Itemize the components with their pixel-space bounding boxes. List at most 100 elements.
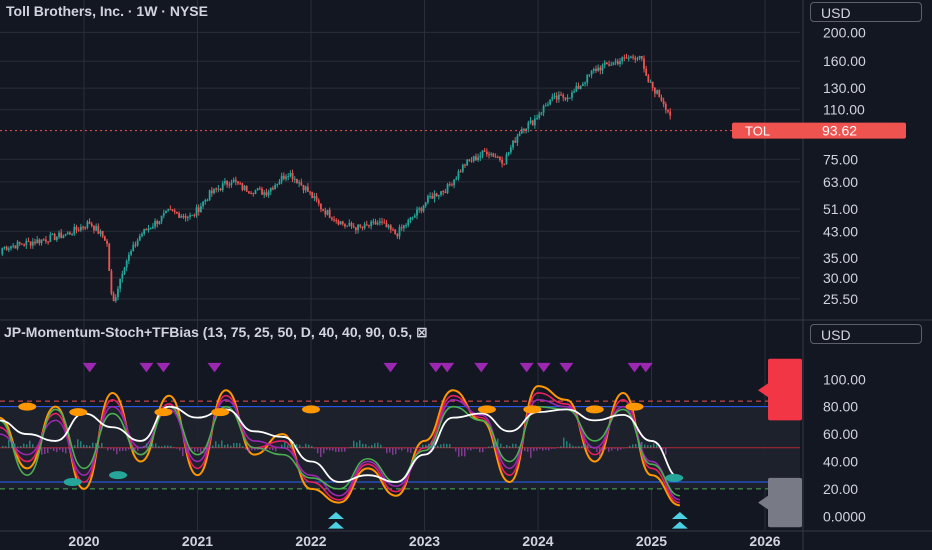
oscillator-line-3 — [0, 399, 681, 501]
candle-body — [488, 154, 490, 156]
candle-body — [145, 229, 148, 231]
histogram-bar — [341, 447, 343, 452]
histogram-bar — [248, 447, 250, 453]
price-tick-label: 35.00 — [823, 250, 858, 266]
candle-body — [138, 236, 141, 241]
candle-body — [182, 215, 185, 217]
histogram-bar — [188, 447, 190, 452]
histogram-bar — [32, 444, 34, 448]
last-price-symbol: TOL — [745, 124, 770, 139]
candle-body — [669, 111, 672, 116]
histogram-bar — [308, 444, 310, 448]
time-tick-label: 2020 — [68, 533, 99, 549]
histogram-bar — [542, 447, 544, 451]
histogram-bar — [275, 447, 277, 452]
candle-body — [45, 239, 47, 242]
candle-body — [296, 178, 298, 184]
candle-body — [392, 229, 394, 231]
candle-body — [547, 104, 549, 106]
candle-body — [394, 229, 397, 235]
candle-body — [553, 95, 556, 97]
candle-body — [206, 199, 209, 201]
candle-body — [660, 97, 663, 101]
time-tick-label: 2024 — [522, 533, 553, 549]
candle-body — [538, 114, 541, 118]
currency-button[interactable]: USD — [810, 2, 922, 22]
histogram-bar — [461, 447, 463, 457]
price-tick-label: 30.00 — [823, 270, 858, 286]
histogram-bar — [266, 447, 268, 450]
candle-body — [186, 216, 189, 218]
histogram-bar — [20, 445, 22, 448]
histogram-bar — [593, 447, 595, 449]
histogram-bar — [281, 444, 283, 448]
candle-body — [60, 232, 63, 239]
histogram-bar — [59, 447, 61, 451]
candle-body — [464, 164, 466, 166]
indicator-tick-label: 20.00 — [823, 481, 858, 497]
candle-body — [202, 201, 204, 207]
candle-body — [378, 221, 381, 224]
price-tick-label: 43.00 — [823, 223, 858, 239]
histogram-bar — [101, 442, 103, 448]
candle-body — [317, 200, 320, 204]
histogram-bar — [287, 444, 289, 448]
candle-body — [470, 160, 473, 162]
candle-body — [490, 153, 493, 155]
sell-signal-icon — [82, 362, 97, 373]
histogram-bar — [17, 446, 19, 448]
candle-body — [405, 225, 407, 227]
bias-bull-pointer — [758, 383, 768, 398]
histogram-bar — [479, 447, 481, 453]
candle-body — [272, 187, 274, 190]
candle-body — [429, 195, 431, 197]
signal-dot — [665, 473, 684, 482]
candle-body — [590, 70, 593, 75]
candle-body — [575, 86, 578, 92]
indicator-currency-button[interactable]: USD — [810, 324, 922, 344]
last-price-value: 93.62 — [822, 123, 857, 139]
candle-body — [376, 223, 379, 225]
candle-body — [422, 205, 425, 211]
candle-body — [427, 195, 429, 203]
candle-body — [632, 56, 634, 58]
candle-body — [110, 270, 113, 294]
histogram-bar — [242, 446, 244, 448]
time-tick-label: 2026 — [749, 533, 780, 549]
candle-body — [562, 94, 565, 98]
candle-body — [280, 175, 283, 182]
candle-body — [269, 187, 272, 192]
candle-body — [451, 184, 453, 186]
candle-body — [533, 118, 536, 126]
histogram-bar — [335, 447, 337, 453]
candle-body — [494, 156, 497, 158]
candle-body — [267, 191, 270, 196]
candle-body — [69, 232, 71, 235]
candle-body — [507, 152, 510, 155]
candle-body — [629, 56, 632, 58]
candle-body — [117, 288, 119, 298]
candle-body — [234, 179, 237, 182]
candle-body — [208, 190, 211, 200]
candle-body — [38, 239, 41, 244]
candle-body — [241, 183, 244, 190]
candle-body — [357, 224, 359, 231]
histogram-bar — [503, 446, 505, 448]
histogram-bar — [572, 445, 574, 448]
candle-body — [130, 250, 132, 255]
histogram-bar — [647, 445, 649, 448]
candle-body — [309, 191, 311, 193]
candle-body — [237, 181, 239, 184]
sell-signal-icon — [519, 362, 534, 373]
candle-body — [58, 232, 60, 238]
candle-body — [485, 151, 488, 155]
histogram-bar — [512, 443, 514, 448]
candle-body — [25, 240, 28, 246]
candle-body — [656, 90, 658, 94]
candle-body — [654, 87, 656, 94]
candle-body — [125, 260, 128, 268]
histogram-bar — [2, 445, 4, 448]
candle-body — [402, 225, 405, 229]
candle-body — [619, 61, 621, 65]
